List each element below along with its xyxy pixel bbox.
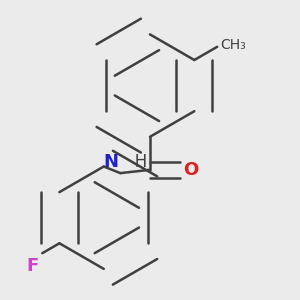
Text: H: H xyxy=(118,154,147,172)
Text: F: F xyxy=(27,256,39,274)
Text: O: O xyxy=(183,161,198,179)
Text: CH₃: CH₃ xyxy=(220,38,246,52)
Text: N: N xyxy=(103,154,118,172)
